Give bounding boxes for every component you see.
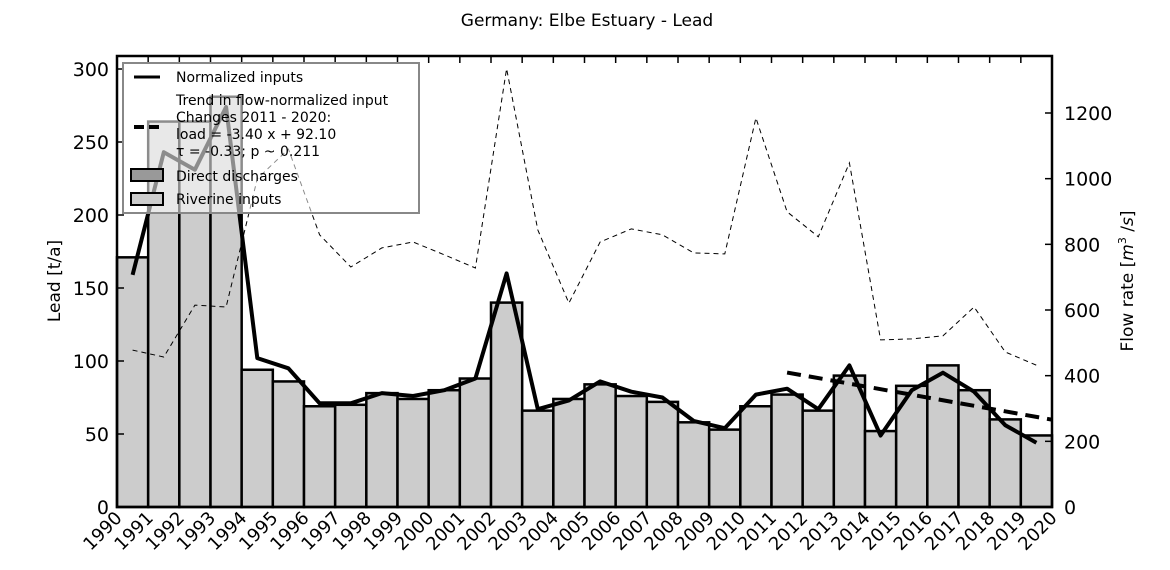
bar	[801, 409, 836, 509]
y-right-tick-label: 0	[1064, 497, 1076, 519]
legend: Normalized inputs Trend in flow-normaliz…	[122, 62, 420, 214]
normalized-inputs-line	[130, 105, 1038, 445]
legend-box	[122, 62, 420, 214]
bar	[271, 380, 306, 509]
right-y-axis: 0 200 400 600 800 1000 1200	[1045, 103, 1112, 519]
legend-patch-riverine-icon	[130, 192, 164, 206]
bar	[365, 391, 399, 509]
y-right-tick-label: 1200	[1064, 103, 1112, 125]
bar	[676, 421, 711, 509]
y-tick-label: 0	[97, 497, 109, 519]
legend-label-trend-3: load = -3.40 x + 92.10	[176, 127, 336, 143]
bar	[1019, 434, 1054, 509]
legend-label-trend-2: Changes 2011 - 2020:	[176, 110, 331, 126]
bar	[302, 405, 337, 509]
legend-label-direct: Direct discharges	[176, 169, 298, 185]
bar	[552, 397, 586, 509]
left-y-axis: 0 50 100 150 200 250 300	[73, 59, 124, 519]
legend-label-trend-4: τ = -0.33; p ~ 0.211	[176, 144, 320, 160]
normalized-polyline	[130, 105, 1038, 445]
bar	[396, 397, 430, 509]
y-tick-label: 250	[73, 132, 109, 154]
legend-label-normalized: Normalized inputs	[176, 70, 303, 86]
bar	[489, 301, 524, 509]
y-tick-label: 100	[73, 351, 109, 373]
bar	[240, 368, 275, 509]
bar	[863, 429, 898, 509]
bar	[427, 388, 462, 509]
y-right-tick-label: 1000	[1064, 169, 1112, 191]
bar	[333, 403, 368, 509]
y-axis-right-label: Flow rate [m3 /s]	[1116, 211, 1138, 352]
y-right-tick-label: 200	[1064, 431, 1100, 453]
y-tick-label: 200	[73, 205, 109, 227]
y-right-tick-label: 600	[1064, 300, 1100, 322]
bar	[926, 364, 960, 509]
chart-title: Germany: Elbe Estuary - Lead	[461, 11, 713, 31]
y-tick-label: 50	[85, 424, 109, 446]
bar	[707, 428, 742, 509]
bar	[458, 377, 493, 509]
legend-label-trend-1: Trend in flow-normalized input	[175, 93, 389, 109]
bar	[115, 256, 150, 509]
y-right-tick-label: 800	[1064, 234, 1100, 256]
y-tick-label: 150	[73, 278, 109, 300]
bar	[645, 400, 680, 509]
bar	[770, 393, 804, 509]
legend-patch-direct-icon	[130, 168, 164, 182]
bar	[520, 409, 555, 509]
trend-line	[786, 370, 1053, 422]
trend-dashed-line	[786, 370, 1053, 422]
bar	[614, 394, 649, 509]
y-right-tick-label: 400	[1064, 366, 1100, 388]
y-tick-label: 300	[73, 59, 109, 81]
bar	[583, 383, 617, 509]
bar	[832, 374, 867, 509]
bar	[739, 405, 773, 509]
y-axis-label: Lead [t/a]	[45, 240, 65, 322]
legend-label-riverine: Riverine inputs	[176, 192, 281, 208]
